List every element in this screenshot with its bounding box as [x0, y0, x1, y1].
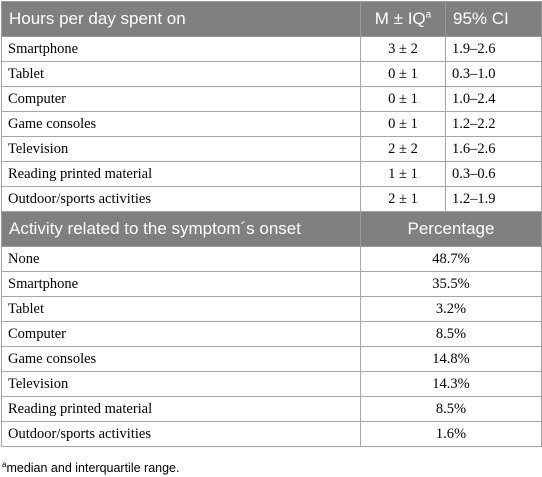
- percentage-cell: 48.7%: [360, 246, 542, 272]
- activity-cell: Smartphone: [1, 36, 361, 62]
- activity-cell: Tablet: [1, 61, 361, 87]
- activity-cell: Reading printed material: [1, 161, 361, 187]
- activity-table: Hours per day spent on M ± IQa 95% CI Sm…: [1, 1, 542, 447]
- percentage-cell: 14.8%: [360, 346, 542, 372]
- ci-cell: 1.2–2.2: [445, 111, 542, 137]
- table-row: Computer 0 ± 1 1.0–2.4: [1, 86, 542, 112]
- activity-cell: Television: [1, 136, 361, 162]
- median-cell: 2 ± 2: [360, 136, 446, 162]
- ci-cell: 1.9–2.6: [445, 36, 542, 62]
- activity-cell: Computer: [1, 321, 361, 347]
- header-median-iq: M ± IQa: [360, 1, 446, 37]
- footnote-text: median and interquartile range.: [6, 461, 180, 475]
- percentage-cell: 8.5%: [360, 321, 542, 347]
- median-cell: 2 ± 1: [360, 186, 446, 212]
- table-row: Computer 8.5%: [1, 321, 542, 347]
- percentage-cell: 8.5%: [360, 396, 542, 422]
- table1-header-row: Hours per day spent on M ± IQa 95% CI: [1, 1, 542, 37]
- table-row: Television 14.3%: [1, 371, 542, 397]
- table-row: None 48.7%: [1, 246, 542, 272]
- activity-cell: Game consoles: [1, 111, 361, 137]
- activity-cell: Tablet: [1, 296, 361, 322]
- median-cell: 0 ± 1: [360, 111, 446, 137]
- footnote-marker: a: [2, 459, 7, 469]
- table-row: Game consoles 14.8%: [1, 346, 542, 372]
- activity-cell: Computer: [1, 86, 361, 112]
- percentage-cell: 3.2%: [360, 296, 542, 322]
- table2-body: None 48.7% Smartphone 35.5% Tablet 3.2% Comput…: [1, 246, 542, 447]
- activity-cell: Television: [1, 371, 361, 397]
- table-row: Tablet 0 ± 1 0.3–1.0: [1, 61, 542, 87]
- ci-cell: 0.3–0.6: [445, 161, 542, 187]
- header-median-label: M ± IQ: [374, 9, 426, 28]
- table-row: Reading printed material 1 ± 1 0.3–0.6: [1, 161, 542, 187]
- activity-cell: Smartphone: [1, 271, 361, 297]
- activity-cell: None: [1, 246, 361, 272]
- activity-cell: Outdoor/sports activities: [1, 186, 361, 212]
- median-cell: 1 ± 1: [360, 161, 446, 187]
- ci-cell: 1.0–2.4: [445, 86, 542, 112]
- activity-cell: Game consoles: [1, 346, 361, 372]
- table-row: Outdoor/sports activities 1.6%: [1, 421, 542, 447]
- table-row: Reading printed material 8.5%: [1, 396, 542, 422]
- table-row: Television 2 ± 2 1.6–2.6: [1, 136, 542, 162]
- table1-body: Smartphone 3 ± 2 1.9–2.6 Tablet 0 ± 1 0.3–1.0…: [1, 36, 542, 212]
- header-ci: 95% CI: [445, 1, 542, 37]
- median-cell: 3 ± 2: [360, 36, 446, 62]
- percentage-cell: 1.6%: [360, 421, 542, 447]
- table-row: Tablet 3.2%: [1, 296, 542, 322]
- table2-header-section: Activity related to the symptom´s onset …: [1, 211, 542, 247]
- ci-cell: 0.3–1.0: [445, 61, 542, 87]
- percentage-cell: 14.3%: [360, 371, 542, 397]
- header-hours-per-day: Hours per day spent on: [1, 1, 361, 37]
- header-percentage: Percentage: [360, 211, 542, 247]
- table-row: Game consoles 0 ± 1 1.2–2.2: [1, 111, 542, 137]
- table2-header-row: Activity related to the symptom´s onset …: [1, 211, 542, 247]
- table-row: Outdoor/sports activities 2 ± 1 1.2–1.9: [1, 186, 542, 212]
- ci-cell: 1.6–2.6: [445, 136, 542, 162]
- activity-cell: Outdoor/sports activities: [1, 421, 361, 447]
- ci-cell: 1.2–1.9: [445, 186, 542, 212]
- header-activity-onset: Activity related to the symptom´s onset: [1, 211, 361, 247]
- header-median-superscript: a: [425, 9, 432, 21]
- table-row: Smartphone 3 ± 2 1.9–2.6: [1, 36, 542, 62]
- percentage-cell: 35.5%: [360, 271, 542, 297]
- median-cell: 0 ± 1: [360, 61, 446, 87]
- activity-cell: Reading printed material: [1, 396, 361, 422]
- median-cell: 0 ± 1: [360, 86, 446, 112]
- footnote: amedian and interquartile range.: [1, 459, 541, 475]
- table-row: Smartphone 35.5%: [1, 271, 542, 297]
